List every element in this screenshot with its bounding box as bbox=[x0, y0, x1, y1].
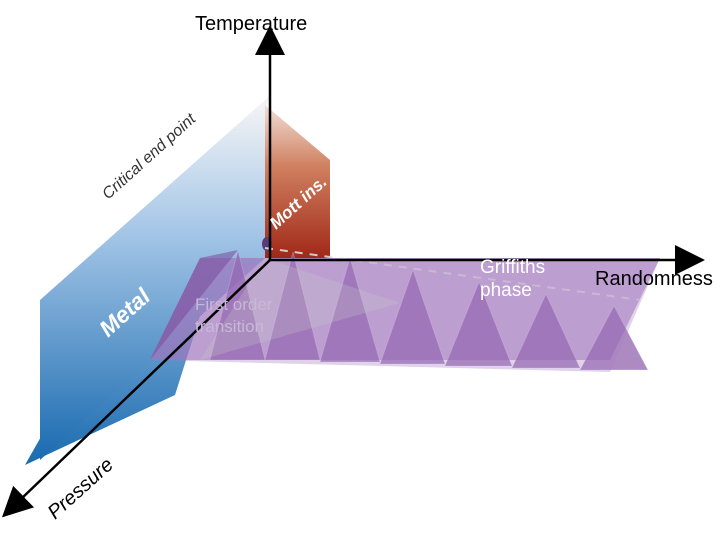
phase-diagram-svg: Temperature Randomness Pressure Critical… bbox=[0, 0, 720, 537]
first-order-label-1: First order bbox=[195, 295, 273, 314]
griffiths-label-2: Griffiths bbox=[480, 257, 545, 278]
first-order-label-2: transition bbox=[195, 317, 264, 336]
pressure-axis-label: Pressure bbox=[44, 454, 118, 524]
temperature-axis-label: Temperature bbox=[195, 13, 307, 35]
randomness-axis-label: Randomness bbox=[595, 268, 713, 290]
griffiths-label-3: phase bbox=[480, 280, 532, 301]
griffiths-label-1: Electronic bbox=[480, 234, 563, 255]
